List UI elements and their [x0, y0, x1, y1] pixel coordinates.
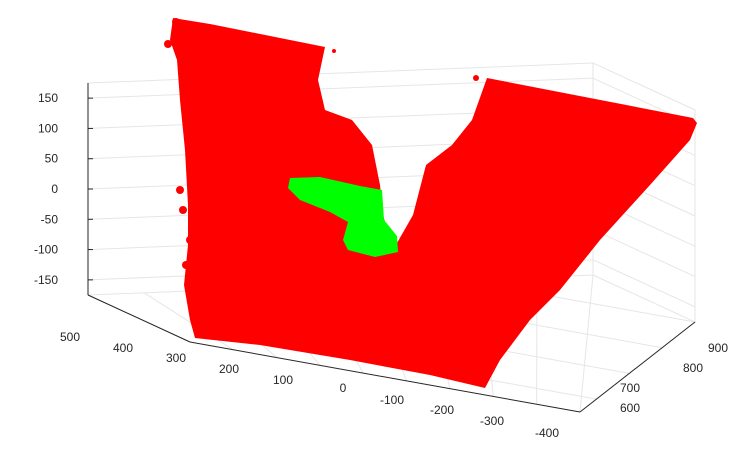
- z-tick-label: 0: [51, 182, 58, 196]
- x-tick-label: -400: [535, 426, 559, 440]
- grid-line: [87, 77, 594, 99]
- red-point: [188, 91, 196, 99]
- red-point: [172, 18, 180, 26]
- red-point: [473, 75, 479, 81]
- grid-line: [579, 274, 594, 413]
- red-surface: [170, 18, 697, 388]
- z-tick-label: 100: [38, 121, 58, 135]
- z-tick-label: 50: [45, 152, 59, 166]
- x-tick-label: 400: [113, 341, 133, 355]
- green-point-cluster: [288, 177, 398, 257]
- red-point: [164, 40, 172, 48]
- grid-line: [592, 229, 696, 278]
- x-tick-label: 100: [273, 373, 293, 387]
- x-tick-label: 200: [219, 362, 239, 376]
- y-axis-line: [579, 321, 696, 413]
- y-tick-label: 600: [620, 401, 640, 415]
- red-point: [176, 186, 184, 194]
- y-tick-label: 700: [620, 381, 640, 395]
- y-tick-label: 800: [683, 361, 703, 375]
- tick-labels: 150100500-50-100-1505004003002001000-100…: [34, 91, 728, 440]
- grid-line: [592, 259, 696, 308]
- axes: [87, 83, 696, 413]
- x-tick-label: -100: [380, 393, 404, 407]
- red-point: [332, 49, 336, 53]
- z-tick-label: -150: [34, 273, 58, 287]
- x-tick-label: 300: [166, 351, 186, 365]
- red-point: [186, 236, 194, 244]
- red-point: [182, 261, 190, 269]
- red-point: [186, 151, 194, 159]
- red-point: [179, 206, 187, 214]
- red-point-cloud: [164, 18, 697, 388]
- x-tick-label: 500: [60, 330, 80, 344]
- x-tick-label: 0: [340, 381, 347, 395]
- x-tick-label: -200: [430, 403, 454, 417]
- x-tick-label: -300: [480, 414, 504, 428]
- green-cluster: [288, 177, 398, 257]
- y-tick-label: 900: [708, 341, 728, 355]
- z-tick-label: -50: [41, 212, 59, 226]
- z-tick-label: 150: [38, 91, 58, 105]
- x-axis-line: [189, 341, 581, 413]
- x-axis-line: [87, 294, 191, 343]
- z-tick-label: -100: [34, 243, 58, 257]
